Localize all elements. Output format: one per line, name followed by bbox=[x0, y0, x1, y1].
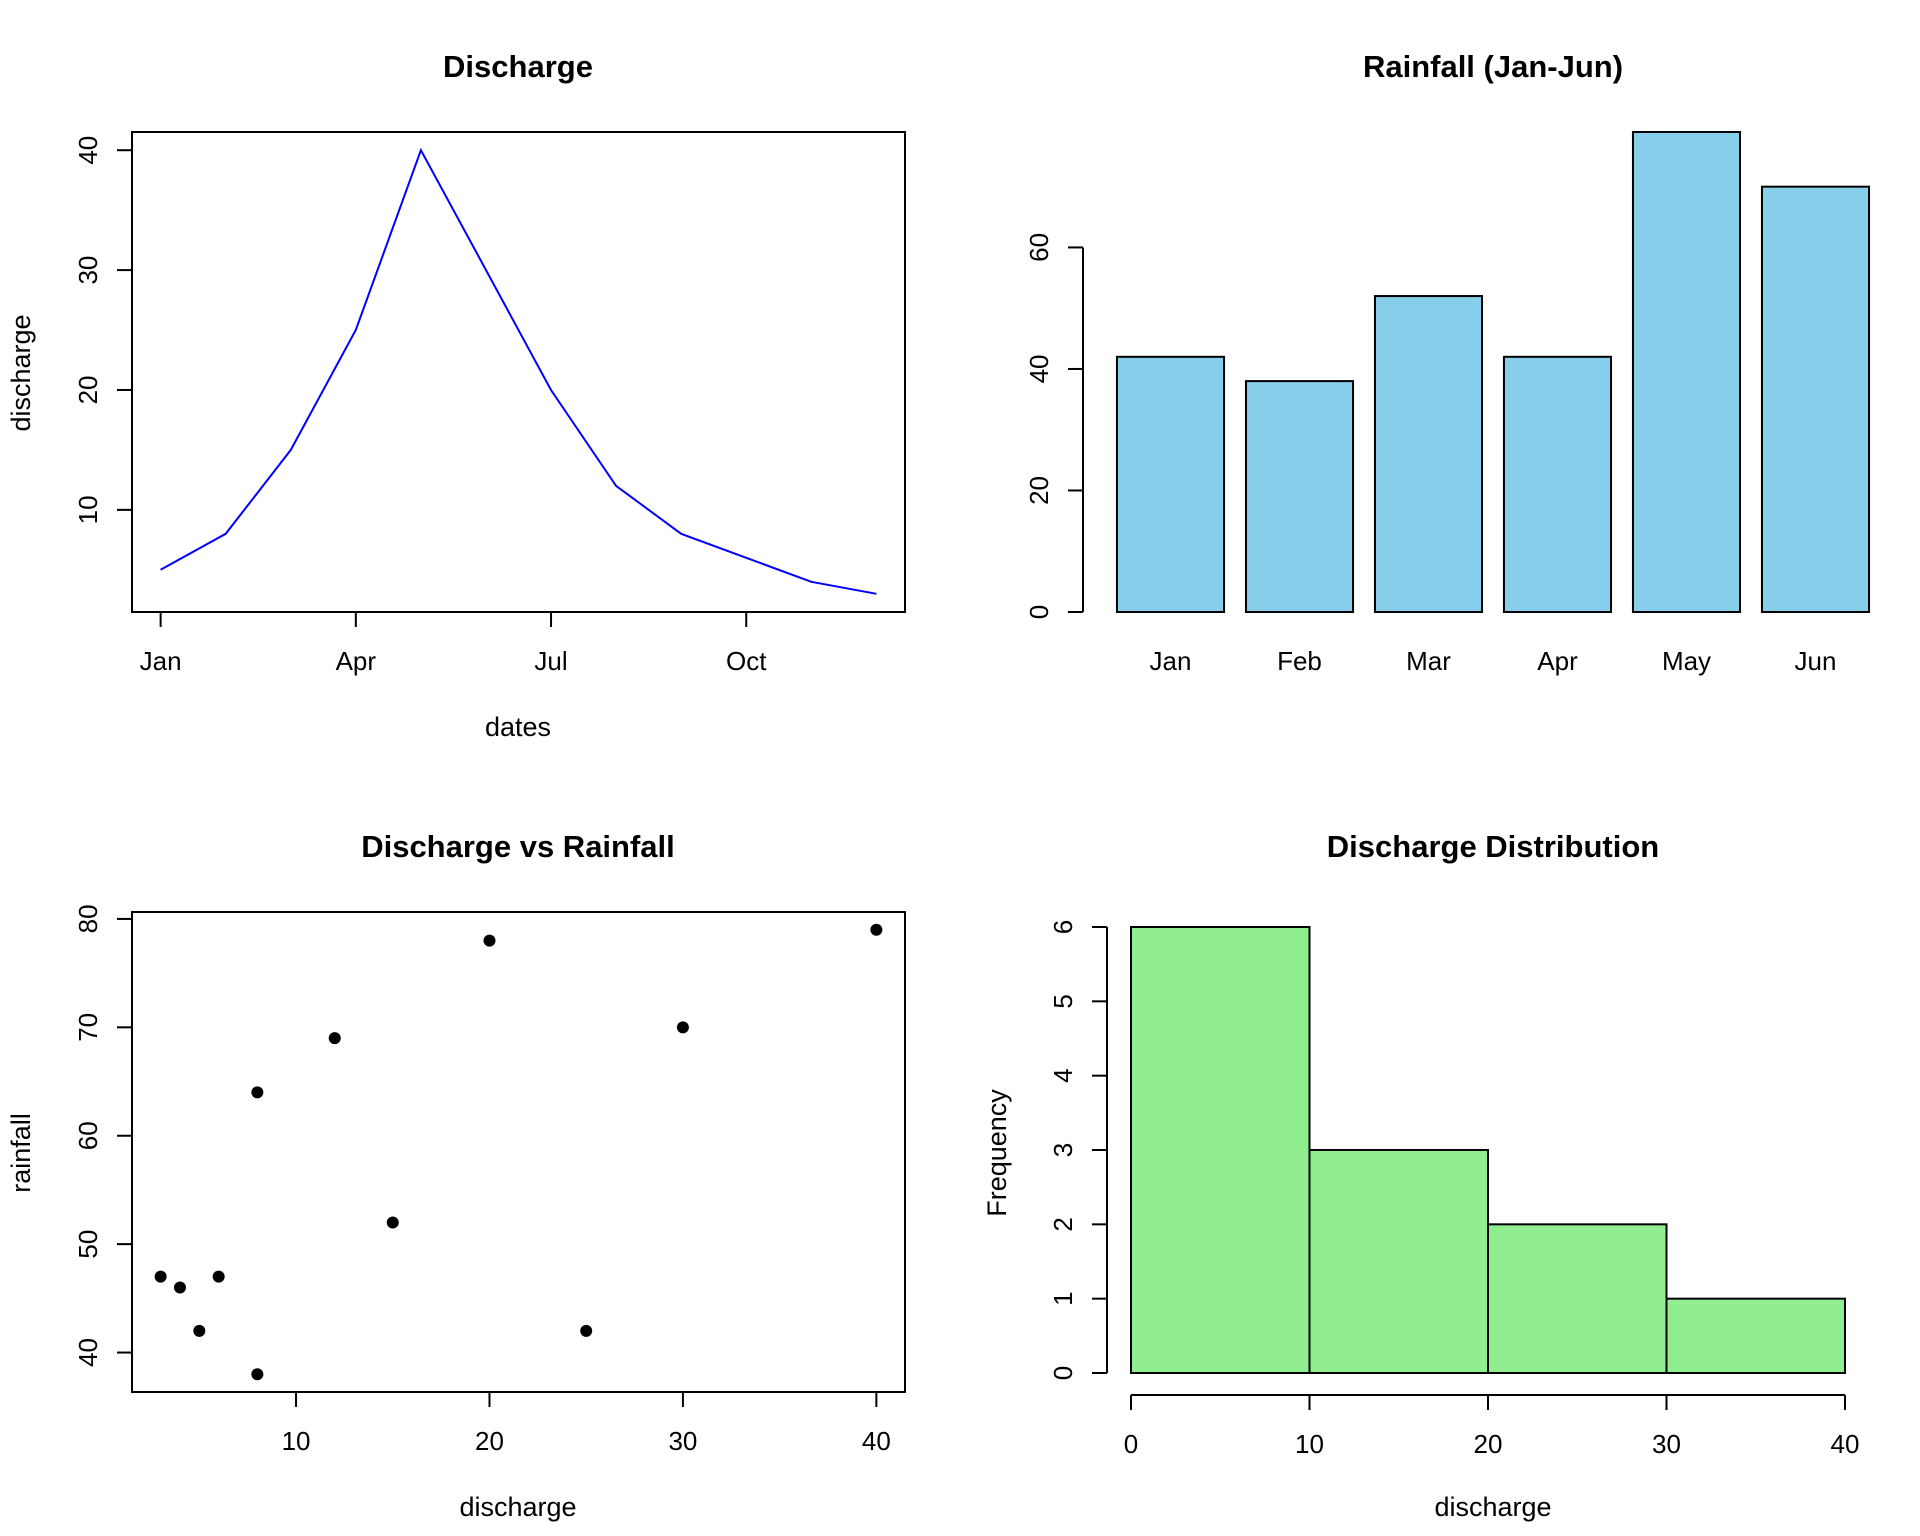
y-axis-label: Frequency bbox=[982, 1089, 1012, 1217]
y-tick-label: 60 bbox=[73, 1121, 103, 1150]
y-tick-label: 40 bbox=[1024, 355, 1054, 384]
histogram-bar bbox=[1308, 1149, 1489, 1374]
bar bbox=[1760, 185, 1871, 614]
y-tick-label: 5 bbox=[1048, 994, 1078, 1008]
x-tick-label: Oct bbox=[726, 646, 767, 676]
x-tick-label: May bbox=[1662, 646, 1711, 676]
x-tick-label: 0 bbox=[1124, 1429, 1138, 1459]
x-tick-label: Apr bbox=[1537, 646, 1578, 676]
chart-title: Rainfall (Jan-Jun) bbox=[1363, 49, 1623, 84]
x-tick-label: Jun bbox=[1795, 646, 1837, 676]
series-line bbox=[160, 147, 877, 595]
x-tick-label: Apr bbox=[336, 646, 377, 676]
chart-title: Discharge bbox=[443, 49, 593, 84]
y-tick-label: 20 bbox=[73, 376, 103, 405]
x-axis-label: discharge bbox=[1434, 1492, 1551, 1522]
bar bbox=[1502, 355, 1613, 613]
y-tick-label: 50 bbox=[73, 1230, 103, 1259]
bar bbox=[1373, 295, 1484, 613]
chart-title: Discharge vs Rainfall bbox=[361, 829, 675, 864]
scatter-point bbox=[483, 934, 496, 947]
scatter-point bbox=[580, 1324, 593, 1337]
y-tick-label: 4 bbox=[1048, 1068, 1078, 1082]
rainfall-bar-chart: Rainfall (Jan-Jun) Jan Feb Mar Apr May Jun 0 20… bbox=[1024, 49, 1871, 676]
histogram-bar bbox=[1130, 926, 1311, 1374]
x-tick-label: 40 bbox=[1831, 1429, 1860, 1459]
y-tick-label: 1 bbox=[1048, 1291, 1078, 1305]
chart-title: Discharge Distribution bbox=[1327, 829, 1659, 864]
bar bbox=[1631, 131, 1742, 613]
x-tick-label: 30 bbox=[1652, 1429, 1681, 1459]
x-tick-label: Feb bbox=[1277, 646, 1322, 676]
discharge-distribution-histogram: Discharge Distribution discharge Frequen… bbox=[982, 829, 1859, 1522]
plot-frame bbox=[131, 911, 906, 1393]
x-tick-label: 20 bbox=[475, 1426, 504, 1456]
x-tick-label: 30 bbox=[668, 1426, 697, 1456]
histogram-bar bbox=[1487, 1223, 1668, 1375]
x-tick-label: 40 bbox=[862, 1426, 891, 1456]
scatter-point bbox=[154, 1270, 167, 1283]
x-tick-label: Jul bbox=[534, 646, 567, 676]
scatter-point bbox=[870, 923, 883, 936]
y-tick-label: 0 bbox=[1024, 605, 1054, 619]
scatter-point bbox=[386, 1216, 399, 1229]
x-tick-label: Mar bbox=[1406, 646, 1451, 676]
y-tick-label: 3 bbox=[1048, 1143, 1078, 1157]
x-tick-label: 20 bbox=[1474, 1429, 1503, 1459]
x-tick-label: 10 bbox=[282, 1426, 311, 1456]
y-axis-label: rainfall bbox=[6, 1113, 36, 1193]
x-tick-label: 10 bbox=[1295, 1429, 1324, 1459]
scatter-point bbox=[173, 1281, 186, 1294]
y-tick-label: 70 bbox=[73, 1013, 103, 1042]
scatter-point bbox=[676, 1021, 689, 1034]
scatter-point bbox=[251, 1086, 264, 1099]
plot-frame bbox=[131, 131, 906, 613]
discharge-vs-rainfall-scatter: Discharge vs Rainfall discharge rainfall… bbox=[6, 829, 906, 1522]
bar bbox=[1115, 355, 1226, 613]
y-tick-label: 20 bbox=[1024, 476, 1054, 505]
scatter-point bbox=[193, 1324, 206, 1337]
discharge-line-chart: Discharge dates discharge Jan Apr Jul Oct 10… bbox=[6, 49, 906, 742]
x-tick-label: Jan bbox=[140, 646, 182, 676]
x-axis-label: discharge bbox=[459, 1492, 576, 1522]
scatter-point bbox=[251, 1368, 264, 1381]
y-tick-label: 80 bbox=[73, 904, 103, 933]
y-tick-label: 6 bbox=[1048, 920, 1078, 934]
y-tick-label: 10 bbox=[73, 495, 103, 524]
y-tick-label: 40 bbox=[73, 1338, 103, 1367]
scatter-point bbox=[328, 1032, 341, 1045]
histogram-bar bbox=[1665, 1297, 1846, 1374]
y-axis-label: discharge bbox=[6, 314, 36, 431]
y-tick-label: 0 bbox=[1048, 1366, 1078, 1380]
y-tick-label: 2 bbox=[1048, 1217, 1078, 1231]
scatter-point bbox=[212, 1270, 225, 1283]
y-tick-label: 60 bbox=[1024, 233, 1054, 262]
bar bbox=[1244, 380, 1355, 613]
y-tick-label: 40 bbox=[73, 136, 103, 165]
x-tick-label: Jan bbox=[1150, 646, 1192, 676]
x-axis-label: dates bbox=[485, 712, 551, 742]
y-tick-label: 30 bbox=[73, 256, 103, 285]
